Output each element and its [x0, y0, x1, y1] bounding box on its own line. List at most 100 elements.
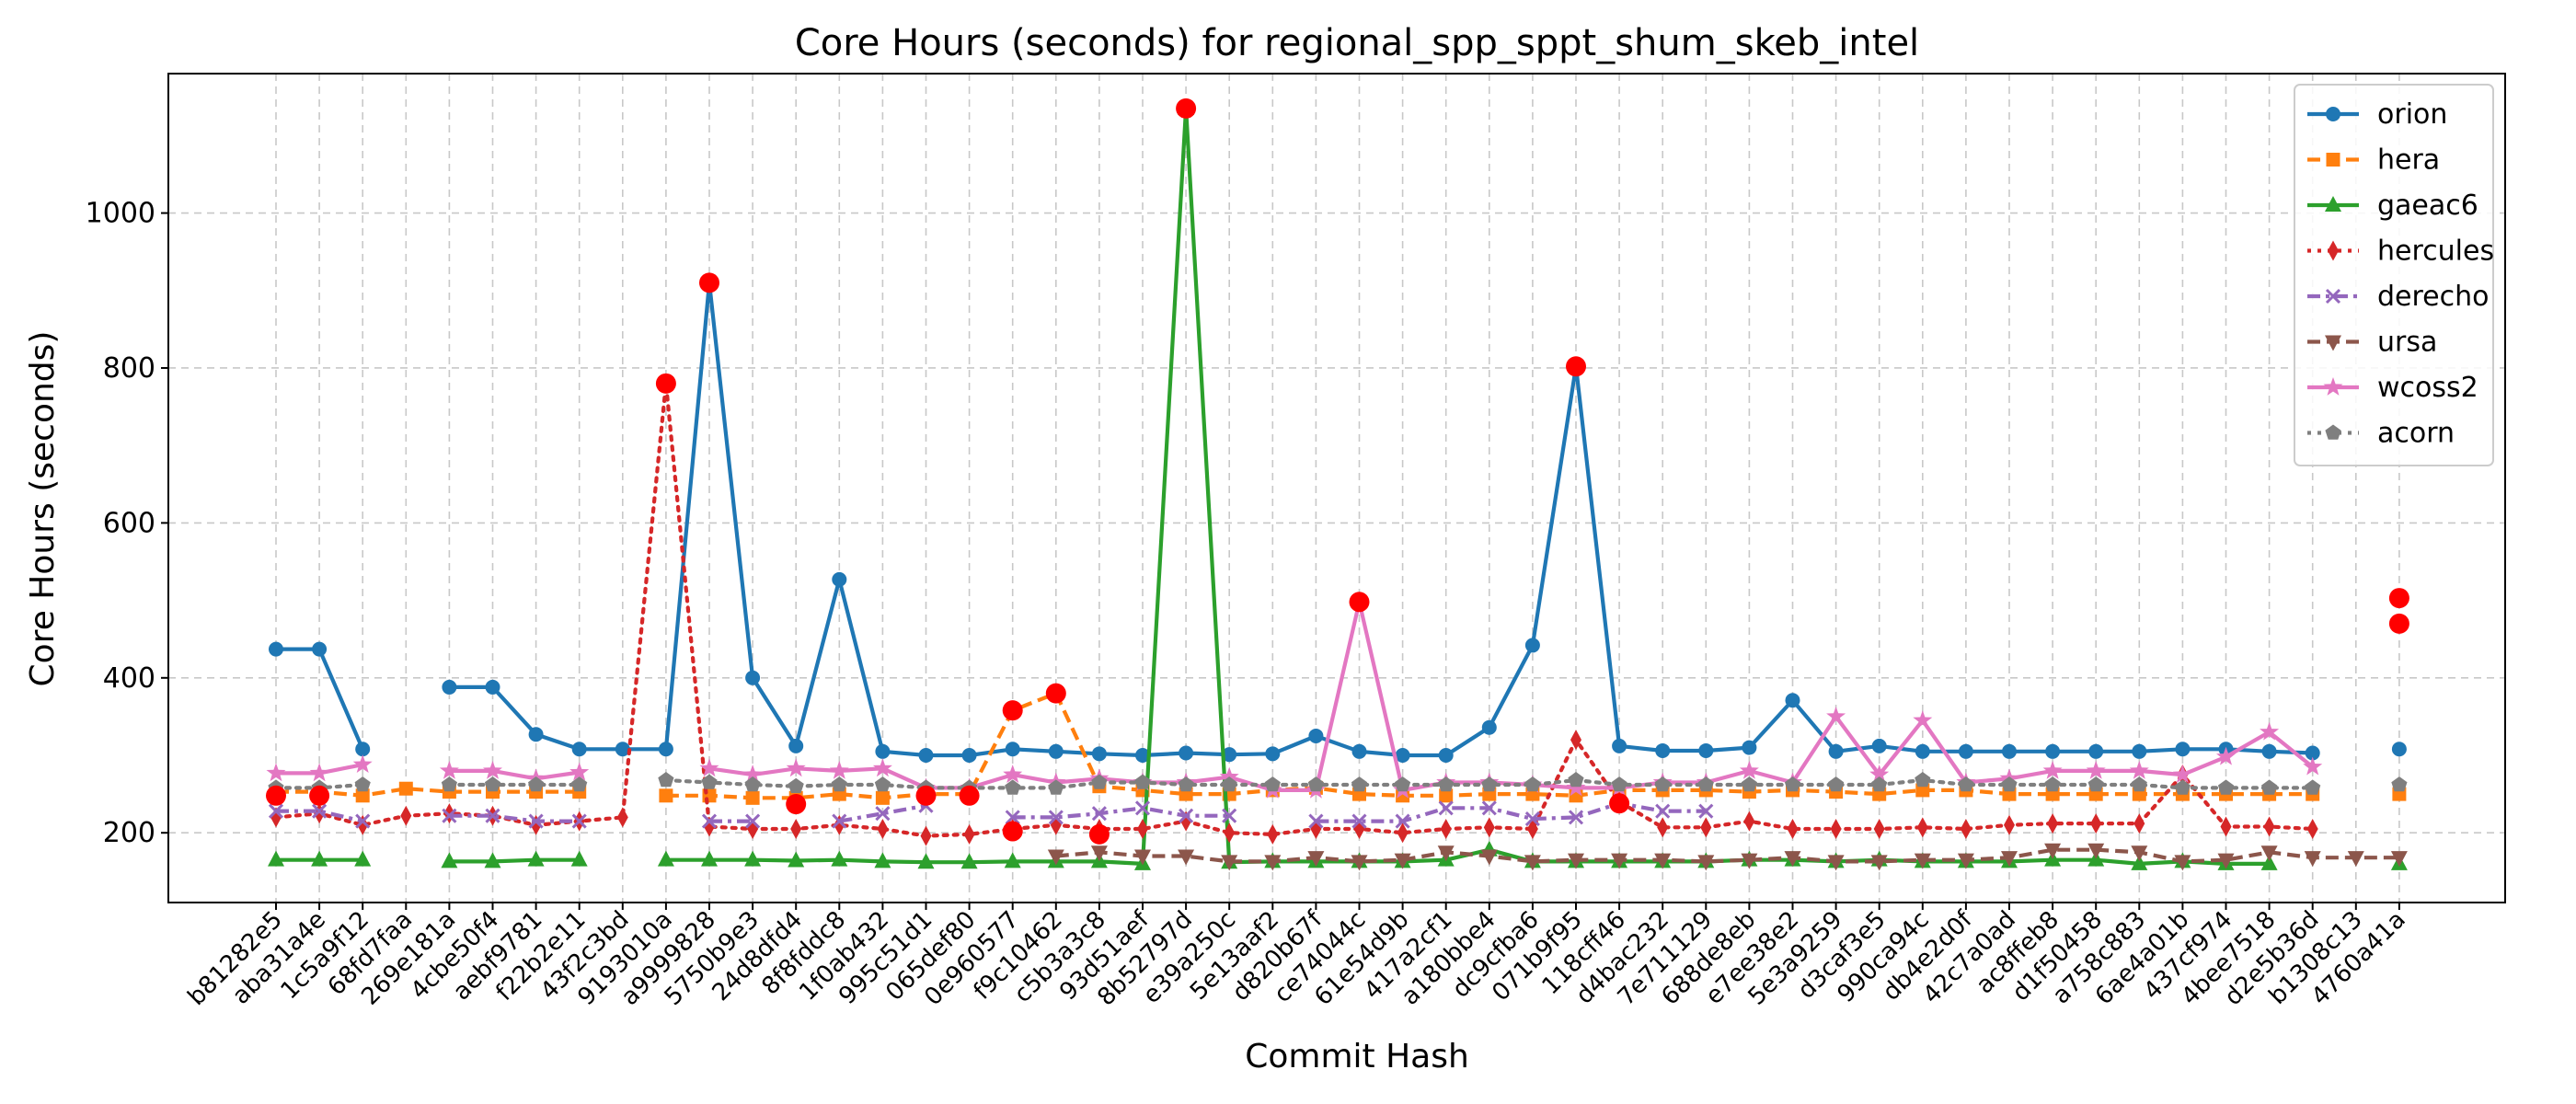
data-point-hercules — [1224, 822, 1236, 844]
data-point-ursa — [1697, 855, 1715, 871]
series-line-gaeac6 — [449, 857, 580, 864]
data-point-orion — [442, 679, 457, 695]
data-point-gaeac6 — [311, 850, 328, 867]
highlight-point — [655, 373, 676, 394]
data-point-ursa — [2131, 845, 2148, 862]
data-point-acorn — [2001, 776, 2018, 792]
data-point-orion — [1438, 748, 1454, 764]
data-point-hercules — [400, 805, 412, 826]
data-point-ursa — [2044, 843, 2062, 859]
data-point-gaeac6 — [1004, 852, 1021, 868]
data-point-orion — [1481, 719, 1497, 735]
legend-entry-hera: hera — [2307, 144, 2440, 177]
data-point-orion — [1005, 742, 1020, 757]
plot-frame — [167, 73, 2506, 903]
data-point-wcoss2 — [786, 758, 806, 777]
highlight-point — [266, 785, 286, 806]
data-point-gaeac6 — [788, 851, 805, 868]
data-point-ursa — [1957, 853, 1974, 869]
data-point-wcoss2 — [1739, 760, 1759, 779]
data-point-gaeac6 — [917, 853, 935, 869]
legend-label: ursa — [2377, 327, 2437, 359]
data-point-orion — [312, 641, 328, 657]
data-point-gaeac6 — [527, 850, 545, 867]
data-point-acorn — [658, 772, 674, 788]
legend-label: wcoss2 — [2377, 372, 2478, 404]
data-point-ursa — [2217, 853, 2235, 869]
data-point-orion — [528, 727, 544, 742]
data-point-orion — [1871, 738, 1887, 753]
data-point-derecho — [832, 813, 847, 829]
data-point-acorn — [2174, 779, 2191, 795]
data-point-orion — [832, 571, 847, 587]
data-point-wcoss2 — [2172, 765, 2192, 783]
data-point-ursa — [2304, 851, 2321, 868]
data-point-gaeac6 — [701, 850, 718, 867]
data-point-orion — [2175, 742, 2191, 757]
legend-marker — [2323, 377, 2343, 396]
legend-box — [2294, 84, 2494, 466]
y-tick-label: 800 — [103, 352, 155, 385]
data-point-acorn — [1958, 776, 1974, 792]
data-point-ursa — [2260, 845, 2278, 862]
data-point-gaeac6 — [831, 850, 848, 867]
data-point-orion — [1135, 748, 1150, 764]
data-point-hera — [355, 788, 370, 803]
data-point-acorn — [354, 776, 371, 792]
data-point-ursa — [1307, 851, 1325, 868]
data-point-acorn — [2305, 779, 2321, 795]
highlight-point — [2388, 613, 2409, 634]
data-point-orion — [1351, 743, 1367, 759]
data-point-wcoss2 — [309, 763, 329, 782]
data-point-derecho — [1179, 808, 1194, 823]
x-axis-label: Commit Hash — [1245, 1038, 1469, 1075]
data-point-acorn — [1134, 774, 1151, 789]
series-line-wcoss2 — [449, 768, 581, 781]
data-point-ursa — [1221, 855, 1238, 871]
highlight-point — [1349, 592, 1370, 613]
highlight-points — [266, 98, 2409, 845]
data-point-ursa — [2001, 851, 2018, 868]
data-point-derecho — [1091, 806, 1107, 822]
data-point-gaeac6 — [657, 850, 674, 867]
data-point-derecho — [1698, 803, 1714, 819]
legend-marker — [2325, 424, 2341, 440]
data-point-acorn — [2391, 776, 2408, 792]
data-point-derecho — [1438, 800, 1454, 816]
data-point-ursa — [1914, 853, 1931, 869]
data-point-acorn — [2044, 776, 2061, 792]
data-point-ursa — [1090, 845, 1108, 862]
data-point-wcoss2 — [1913, 710, 1933, 729]
data-point-orion — [1698, 742, 1714, 758]
data-point-ursa — [2390, 851, 2408, 868]
highlight-point — [915, 785, 937, 806]
y-tick-label: 200 — [103, 817, 155, 849]
data-point-wcoss2 — [266, 763, 286, 782]
data-point-acorn — [484, 776, 501, 792]
data-point-wcoss2 — [1566, 777, 1586, 797]
data-point-acorn — [1481, 776, 1498, 792]
legend: orion hera gaeac6 hercules derecho ursa wcoss2… — [2294, 84, 2494, 466]
highlight-point — [1002, 700, 1023, 721]
data-point-wcoss2 — [2216, 746, 2236, 765]
data-point-acorn — [2131, 776, 2147, 792]
highlight-point — [1609, 793, 1630, 814]
data-point-hercules — [790, 819, 802, 840]
data-point-acorn — [1524, 776, 1541, 792]
data-point-orion — [1179, 745, 1194, 761]
data-point-derecho — [1481, 800, 1497, 816]
data-point-acorn — [2217, 779, 2235, 795]
data-point-hercules — [1743, 811, 1755, 832]
highlight-point — [2388, 588, 2409, 609]
data-point-acorn — [874, 776, 891, 792]
data-point-orion — [1828, 743, 1844, 759]
data-point-orion — [1308, 728, 1324, 743]
data-point-acorn — [1871, 776, 1888, 792]
data-point-ursa — [1611, 853, 1628, 869]
data-point-derecho — [1005, 810, 1020, 825]
data-point-orion — [2002, 743, 2017, 759]
legend-label: derecho — [2377, 281, 2490, 313]
data-point-hercules — [877, 819, 889, 840]
data-point-gaeac6 — [570, 850, 588, 867]
highlight-point — [1088, 823, 1110, 845]
